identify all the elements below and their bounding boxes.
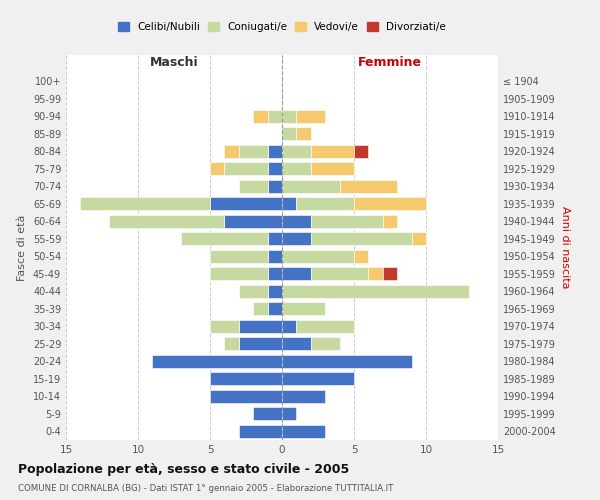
Bar [268, 145, 282, 158]
Text: Femmine: Femmine [358, 56, 422, 69]
Bar [253, 408, 282, 420]
Bar [239, 145, 268, 158]
Bar [282, 285, 469, 298]
Bar [282, 338, 311, 350]
Bar [282, 372, 354, 385]
Bar [268, 302, 282, 315]
Bar [282, 162, 311, 175]
Bar [210, 372, 282, 385]
Bar [354, 198, 426, 210]
Bar [282, 320, 296, 332]
Legend: Celibi/Nubili, Coniugati/e, Vedovi/e, Divorziati/e: Celibi/Nubili, Coniugati/e, Vedovi/e, Di… [114, 18, 450, 36]
Bar [253, 110, 268, 122]
Bar [210, 198, 282, 210]
Bar [296, 128, 311, 140]
Bar [253, 302, 268, 315]
Bar [239, 338, 282, 350]
Bar [311, 268, 368, 280]
Y-axis label: Anni di nascita: Anni di nascita [560, 206, 569, 289]
Bar [311, 215, 383, 228]
Bar [80, 198, 210, 210]
Bar [239, 320, 282, 332]
Bar [210, 162, 224, 175]
Bar [239, 425, 282, 438]
Bar [224, 338, 239, 350]
Bar [152, 355, 282, 368]
Text: Maschi: Maschi [149, 56, 199, 69]
Bar [268, 232, 282, 245]
Bar [354, 145, 368, 158]
Bar [311, 338, 340, 350]
Y-axis label: Fasce di età: Fasce di età [17, 214, 27, 280]
Bar [311, 145, 354, 158]
Text: Popolazione per età, sesso e stato civile - 2005: Popolazione per età, sesso e stato civil… [18, 462, 349, 475]
Bar [282, 268, 311, 280]
Bar [282, 302, 325, 315]
Bar [282, 232, 311, 245]
Bar [412, 232, 426, 245]
Bar [282, 110, 296, 122]
Bar [282, 355, 412, 368]
Bar [282, 215, 311, 228]
Bar [268, 180, 282, 192]
Bar [109, 215, 224, 228]
Bar [224, 162, 268, 175]
Bar [282, 180, 340, 192]
Bar [296, 198, 354, 210]
Bar [224, 145, 239, 158]
Bar [282, 198, 296, 210]
Bar [282, 145, 311, 158]
Bar [239, 180, 268, 192]
Bar [224, 215, 282, 228]
Bar [354, 250, 368, 262]
Bar [210, 390, 282, 402]
Bar [383, 268, 397, 280]
Bar [210, 250, 268, 262]
Bar [210, 320, 239, 332]
Bar [210, 268, 268, 280]
Bar [268, 250, 282, 262]
Bar [311, 232, 412, 245]
Text: COMUNE DI CORNALBA (BG) - Dati ISTAT 1° gennaio 2005 - Elaborazione TUTTITALIA.I: COMUNE DI CORNALBA (BG) - Dati ISTAT 1° … [18, 484, 394, 493]
Bar [268, 285, 282, 298]
Bar [181, 232, 268, 245]
Bar [383, 215, 397, 228]
Bar [268, 110, 282, 122]
Bar [340, 180, 397, 192]
Bar [239, 285, 268, 298]
Bar [311, 162, 354, 175]
Bar [282, 425, 325, 438]
Bar [282, 390, 325, 402]
Bar [268, 268, 282, 280]
Bar [282, 408, 296, 420]
Bar [296, 110, 325, 122]
Bar [296, 320, 354, 332]
Bar [282, 128, 296, 140]
Bar [268, 162, 282, 175]
Bar [368, 268, 383, 280]
Bar [282, 250, 354, 262]
